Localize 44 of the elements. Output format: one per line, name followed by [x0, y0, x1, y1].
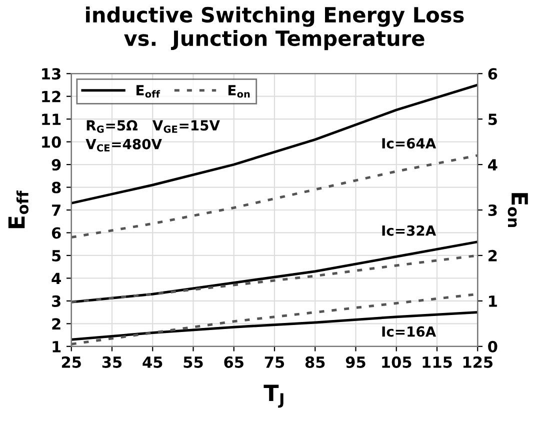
- x-tick-label: 65: [224, 356, 244, 368]
- y2-tick-label: 0: [488, 340, 498, 352]
- text: R$_{G}$=5Ω V$_{GE}$=15V V$_{CE}$=480V: [86, 120, 220, 152]
- x-tick-label: 75: [264, 356, 284, 368]
- y-tick-label: 12: [42, 90, 60, 102]
- y2-tick-label: 3: [488, 204, 497, 216]
- annotation: Ic=32A: [382, 225, 436, 236]
- chart-title: inductive Switching Energy Loss vs. Junction Temperature: [86, 6, 464, 50]
- y-tick-label: 8: [52, 182, 61, 194]
- y2-axis-title: E$_{on}$: [508, 193, 528, 228]
- x-tick-label: 95: [346, 356, 366, 368]
- y-tick-label: 11: [42, 114, 61, 125]
- x-axis-title: T$_{J}$: [264, 384, 284, 408]
- y-tick-label: 3: [52, 295, 60, 307]
- y-tick-label: 2: [52, 318, 60, 330]
- y2-tick-label: 4: [488, 159, 498, 170]
- legend-label: E$_{on}$: [228, 85, 250, 98]
- y-tick-label: 4: [52, 272, 61, 284]
- y2-tick-label: 2: [488, 250, 497, 262]
- annotation: Ic=64A: [382, 138, 436, 149]
- line-series: [71, 84, 478, 204]
- x-tick-label: 85: [305, 356, 325, 368]
- x-tick-label: 125: [463, 356, 493, 368]
- line-series: [71, 154, 478, 239]
- y-tick-label: 7: [52, 204, 60, 216]
- y-tick-label: 5: [52, 250, 61, 262]
- y-tick-label: 9: [52, 159, 61, 171]
- x-tick-label: 35: [102, 356, 122, 368]
- x-tick-label: 105: [382, 356, 412, 368]
- x-tick-label: 115: [422, 356, 452, 368]
- y2-tick-label: 5: [488, 114, 497, 126]
- y-axis-title: E$_{off}$: [8, 190, 28, 228]
- y-tick-label: 13: [42, 68, 60, 80]
- y2-tick-label: 1: [489, 296, 497, 307]
- y-tick-label: 10: [42, 136, 61, 148]
- y-tick-label: 1: [52, 341, 61, 352]
- x-tick-label: 55: [184, 356, 203, 368]
- y2-tick-label: 6: [488, 68, 498, 80]
- y-tick-label: 6: [52, 227, 61, 239]
- legend-label: E$_{off}$: [136, 85, 160, 98]
- annotation: Ic=16A: [382, 326, 436, 337]
- x-tick-label: 25: [62, 356, 81, 368]
- x-tick-label: 45: [142, 356, 162, 368]
- line-series: [71, 311, 478, 341]
